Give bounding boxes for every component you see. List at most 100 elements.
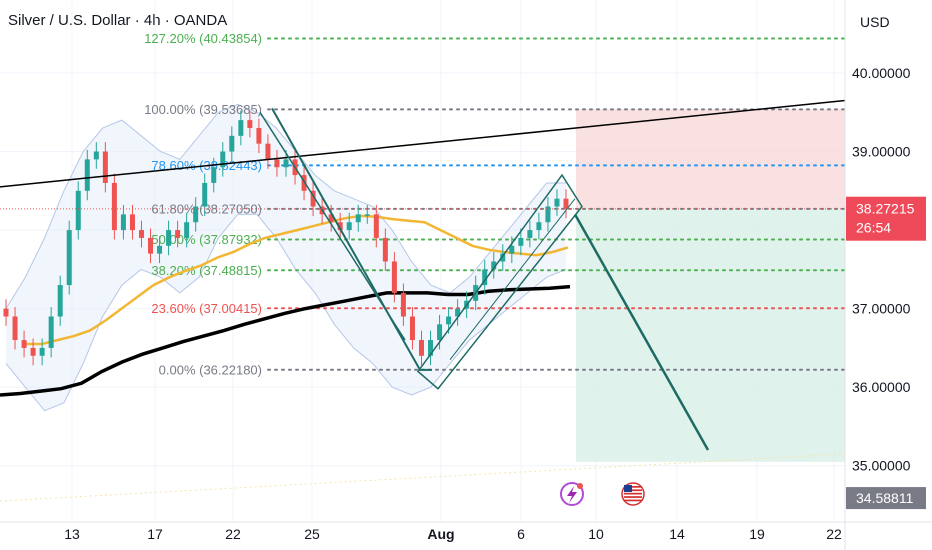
band-fill xyxy=(6,104,566,411)
candle-body-59 xyxy=(536,222,542,231)
fib-label-6: 23.60% (37.00415) xyxy=(151,301,262,316)
candle-body-61 xyxy=(554,198,560,207)
candle-body-10 xyxy=(93,151,99,160)
events xyxy=(560,482,645,506)
bottom-price-value: 34.58811 xyxy=(856,490,914,506)
candles xyxy=(3,110,569,366)
x-tick-7: 14 xyxy=(669,526,685,542)
candle-body-57 xyxy=(518,237,524,246)
candle-body-15 xyxy=(138,230,144,238)
current-price-badge xyxy=(846,196,926,241)
us-flag-stripe-1 xyxy=(624,489,642,492)
candle-body-3 xyxy=(30,347,36,356)
upper-band xyxy=(5,103,566,309)
fib-label-3: 61.80% (38.27050) xyxy=(151,201,262,216)
candle-body-49 xyxy=(446,316,452,325)
candle-body-18 xyxy=(166,230,172,246)
risk-reward-zones xyxy=(576,109,845,462)
candle-body-12 xyxy=(111,182,117,231)
candle-body-50 xyxy=(455,308,461,317)
take-profit-zone xyxy=(576,208,845,462)
candle-body-34 xyxy=(310,190,316,207)
candle-body-62 xyxy=(563,198,569,209)
candle-body-7 xyxy=(66,230,72,286)
candle-body-48 xyxy=(437,324,443,341)
candle-body-22 xyxy=(202,182,208,207)
drawings xyxy=(0,99,846,502)
candle-body-54 xyxy=(491,261,497,270)
y-tick-5: 35.00000 xyxy=(852,458,911,474)
candle-body-4 xyxy=(39,347,45,356)
fib-label-7: 0.00% (36.22180) xyxy=(159,362,262,377)
projection-line xyxy=(573,213,710,451)
candle-body-46 xyxy=(418,340,424,356)
currency-label[interactable]: USD xyxy=(860,14,890,30)
candle-body-47 xyxy=(428,340,434,356)
candle-body-38 xyxy=(346,222,352,231)
candle-body-39 xyxy=(355,214,361,223)
candle-body-53 xyxy=(482,269,488,286)
us-flag-stripe-3 xyxy=(624,496,642,498)
fib-label-1: 100.00% (39.53685) xyxy=(144,102,262,117)
channel-down-edge xyxy=(259,111,406,341)
candle-body-26 xyxy=(238,120,244,136)
current-price-value: 38.27215 xyxy=(856,201,915,217)
candle-body-25 xyxy=(229,135,235,152)
candle-body-6 xyxy=(57,285,63,317)
chart-title: Silver / U.S. Dollar · 4h · OANDA xyxy=(8,12,228,29)
y-tick-3: 37.00000 xyxy=(852,301,911,317)
candle-body-29 xyxy=(265,143,271,160)
candle-body-33 xyxy=(301,175,307,191)
x-tick-1: 17 xyxy=(147,526,163,542)
candle-body-23 xyxy=(211,167,217,183)
us-flag-stripe-0 xyxy=(624,486,642,488)
candle-body-60 xyxy=(545,206,551,223)
flash-event-dot xyxy=(577,483,583,489)
x-tick-0: 13 xyxy=(64,526,80,542)
candle-body-45 xyxy=(409,316,415,341)
candle-body-30 xyxy=(274,159,280,168)
lower-trendline xyxy=(0,453,846,502)
candle-body-8 xyxy=(75,190,81,231)
candle-body-36 xyxy=(328,214,334,223)
us-flag-canton xyxy=(624,485,632,492)
candle-body-0 xyxy=(3,308,9,317)
us-flag-icon xyxy=(621,482,645,506)
rising-channel xyxy=(416,173,583,390)
flash-event-bolt xyxy=(567,486,577,503)
candle-body-2 xyxy=(21,340,27,348)
candle-body-31 xyxy=(283,159,289,168)
candle-body-11 xyxy=(102,151,108,183)
candle-body-20 xyxy=(184,222,190,238)
candle-body-40 xyxy=(364,214,370,216)
candle-body-21 xyxy=(193,206,199,223)
y-tick-4: 36.00000 xyxy=(852,379,911,395)
candle-body-43 xyxy=(391,261,397,293)
x-tick-4: Aug xyxy=(427,526,454,542)
x-tick-2: 22 xyxy=(225,526,241,542)
ema-line xyxy=(26,214,569,346)
us-flag-stripe-2 xyxy=(624,492,642,495)
candle-body-17 xyxy=(157,245,163,254)
candle-body-55 xyxy=(500,253,506,262)
x-tick-3: 25 xyxy=(304,526,320,542)
x-tick-5: 6 xyxy=(517,526,525,542)
candle-body-1 xyxy=(12,316,18,341)
fibonacci-levels: 127.20% (40.43854)100.00% (39.53685)78.6… xyxy=(144,31,846,377)
candle-body-19 xyxy=(175,230,181,238)
price-labels: 38.27215 26:54 34.58811 xyxy=(846,196,926,510)
y-tick-0: 40.00000 xyxy=(852,65,911,81)
upper-trendline xyxy=(0,99,846,188)
candle-body-58 xyxy=(527,230,533,238)
candle-body-28 xyxy=(256,127,262,144)
candle-body-44 xyxy=(400,292,406,317)
bottom-price-badge xyxy=(846,487,926,510)
x-tick-6: 10 xyxy=(588,526,604,542)
candle-body-13 xyxy=(120,214,126,231)
candle-body-14 xyxy=(129,214,135,231)
candle-body-42 xyxy=(382,237,388,262)
us-flag-stripe-4 xyxy=(624,499,642,502)
x-tick-8: 19 xyxy=(749,526,765,542)
fib-label-0: 127.20% (40.43854) xyxy=(144,31,262,46)
